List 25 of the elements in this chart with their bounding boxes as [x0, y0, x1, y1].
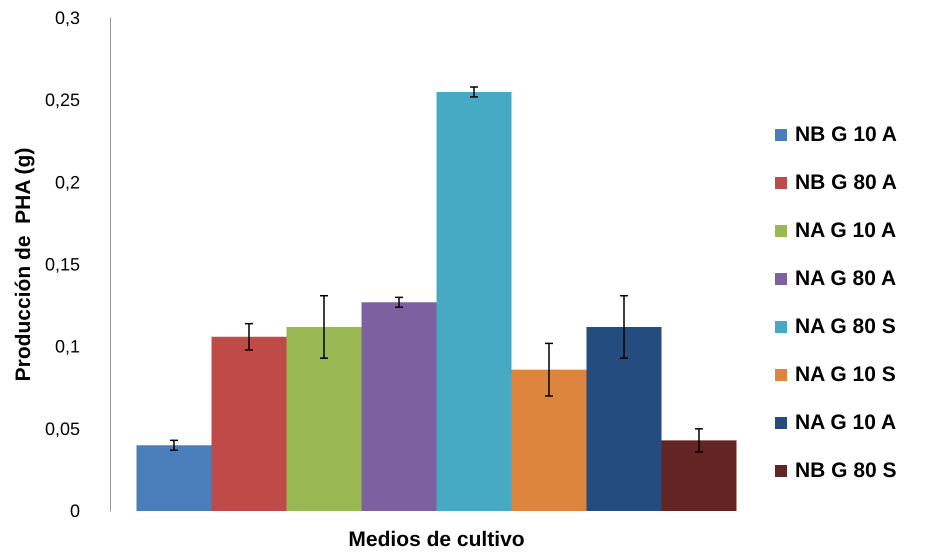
y-tick-label: 0,25 — [44, 90, 80, 110]
legend-label: NA G 80 S — [795, 315, 896, 338]
y-tick-label: 0,05 — [44, 418, 80, 439]
bar — [586, 326, 662, 511]
bar — [662, 440, 736, 511]
y-tick-label: 0,2 — [54, 172, 80, 192]
legend-label: NB G 10 A — [795, 123, 897, 146]
legend-label: NA G 10 A — [795, 411, 896, 434]
bar — [136, 445, 212, 511]
bar — [286, 326, 362, 511]
x-axis-title: Medios de cultivo — [348, 528, 525, 551]
legend-label: NB G 80 S — [795, 459, 897, 482]
legend-label: NA G 10 S — [795, 363, 896, 386]
legend-label: NA G 80 A — [795, 267, 896, 290]
bar — [362, 302, 436, 511]
legend-label: NA G 10 A — [795, 219, 896, 242]
y-tick-label: 0,1 — [54, 336, 80, 357]
legend-label: NB G 80 A — [795, 171, 897, 194]
bar — [436, 92, 512, 511]
y-tick-label: 0 — [70, 501, 80, 521]
bar — [512, 370, 586, 511]
y-tick-label: 0,3 — [54, 8, 80, 28]
y-tick-label: 0,15 — [44, 254, 80, 274]
y-axis-title: Producción de PHA (g) — [12, 148, 36, 382]
bar — [212, 336, 286, 511]
